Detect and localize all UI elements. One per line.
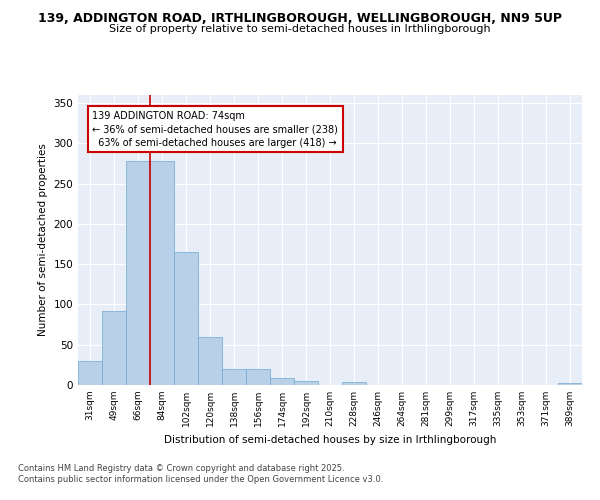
Bar: [342, 382, 366, 385]
Bar: [270, 378, 294, 385]
Bar: [558, 382, 582, 385]
Text: Size of property relative to semi-detached houses in Irthlingborough: Size of property relative to semi-detach…: [109, 24, 491, 34]
Text: Contains HM Land Registry data © Crown copyright and database right 2025.: Contains HM Land Registry data © Crown c…: [18, 464, 344, 473]
Bar: [150, 161, 174, 385]
Bar: [198, 336, 222, 385]
X-axis label: Distribution of semi-detached houses by size in Irthlingborough: Distribution of semi-detached houses by …: [164, 434, 496, 444]
Bar: [78, 361, 102, 385]
Text: Contains public sector information licensed under the Open Government Licence v3: Contains public sector information licen…: [18, 475, 383, 484]
Bar: [246, 369, 270, 385]
Bar: [174, 252, 198, 385]
Text: 139 ADDINGTON ROAD: 74sqm
← 36% of semi-detached houses are smaller (238)
  63% : 139 ADDINGTON ROAD: 74sqm ← 36% of semi-…: [92, 111, 338, 148]
Bar: [222, 369, 246, 385]
Y-axis label: Number of semi-detached properties: Number of semi-detached properties: [38, 144, 48, 336]
Text: 139, ADDINGTON ROAD, IRTHLINGBOROUGH, WELLINGBOROUGH, NN9 5UP: 139, ADDINGTON ROAD, IRTHLINGBOROUGH, WE…: [38, 12, 562, 26]
Bar: [294, 381, 318, 385]
Bar: [126, 161, 150, 385]
Bar: [102, 311, 126, 385]
